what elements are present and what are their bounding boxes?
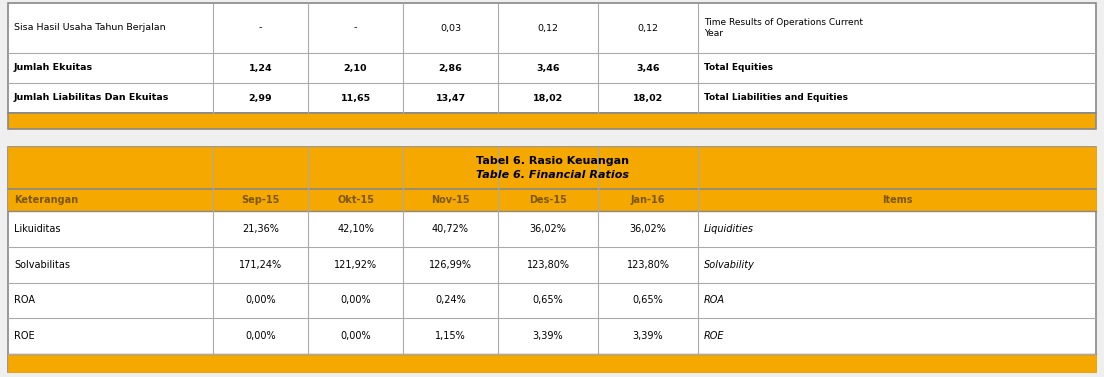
Text: 2,10: 2,10 (343, 63, 368, 72)
Text: 18,02: 18,02 (633, 93, 664, 103)
Text: 21,36%: 21,36% (242, 224, 279, 234)
Text: Table 6. Financial Ratios: Table 6. Financial Ratios (476, 170, 628, 180)
Text: ROE: ROE (704, 331, 724, 341)
Text: 1,15%: 1,15% (435, 331, 466, 341)
Text: 36,02%: 36,02% (530, 224, 566, 234)
Bar (8, 3, 1096, 113)
Text: 0,12: 0,12 (538, 23, 559, 32)
Text: 123,80%: 123,80% (527, 260, 570, 270)
Text: Jan-16: Jan-16 (630, 195, 666, 205)
Text: ROA: ROA (704, 295, 725, 305)
Text: 121,92%: 121,92% (333, 260, 378, 270)
Text: Jumlah Liabilitas Dan Ekuitas: Jumlah Liabilitas Dan Ekuitas (14, 93, 169, 103)
Text: 42,10%: 42,10% (337, 224, 374, 234)
Text: 1,24: 1,24 (248, 63, 273, 72)
Text: 0,03: 0,03 (439, 23, 461, 32)
Text: 0,65%: 0,65% (633, 295, 664, 305)
Text: 0,24%: 0,24% (435, 295, 466, 305)
Text: 36,02%: 36,02% (629, 224, 667, 234)
Text: Solvabilitas: Solvabilitas (14, 260, 70, 270)
Text: Nov-15: Nov-15 (432, 195, 470, 205)
Text: 18,02: 18,02 (533, 93, 563, 103)
Bar (8, 147, 1096, 189)
Text: 3,46: 3,46 (537, 63, 560, 72)
Text: Keterangan: Keterangan (14, 195, 78, 205)
Text: Solvability: Solvability (704, 260, 755, 270)
Bar (8, 354, 1096, 372)
Text: 11,65: 11,65 (340, 93, 371, 103)
Bar (8, 147, 1096, 372)
Text: 123,80%: 123,80% (626, 260, 669, 270)
Text: 3,39%: 3,39% (533, 331, 563, 341)
Text: 0,12: 0,12 (637, 23, 658, 32)
Text: 40,72%: 40,72% (432, 224, 469, 234)
Bar (8, 113, 1096, 129)
Text: 3,39%: 3,39% (633, 331, 664, 341)
Text: ROA: ROA (14, 295, 35, 305)
Text: Okt-15: Okt-15 (337, 195, 374, 205)
Text: Sep-15: Sep-15 (242, 195, 279, 205)
Text: 2,99: 2,99 (248, 93, 273, 103)
Text: -: - (258, 23, 262, 32)
Text: Des-15: Des-15 (529, 195, 567, 205)
Text: Likuiditas: Likuiditas (14, 224, 61, 234)
Text: Total Equities: Total Equities (704, 63, 773, 72)
Text: -: - (353, 23, 358, 32)
Bar (8, 189, 1096, 211)
Text: 0,00%: 0,00% (340, 331, 371, 341)
Text: Sisa Hasil Usaha Tahun Berjalan: Sisa Hasil Usaha Tahun Berjalan (14, 23, 166, 32)
Text: 13,47: 13,47 (435, 93, 466, 103)
Text: Tabel 6. Rasio Keuangan: Tabel 6. Rasio Keuangan (476, 156, 628, 166)
Text: Items: Items (882, 195, 912, 205)
Text: Time Results of Operations Current
Year: Time Results of Operations Current Year (704, 18, 863, 38)
Text: 171,24%: 171,24% (238, 260, 282, 270)
Text: 0,00%: 0,00% (340, 295, 371, 305)
Text: Total Liabilities and Equities: Total Liabilities and Equities (704, 93, 848, 103)
Text: 0,00%: 0,00% (245, 331, 276, 341)
Text: Jumlah Ekuitas: Jumlah Ekuitas (14, 63, 93, 72)
Text: 2,86: 2,86 (438, 63, 463, 72)
Text: 126,99%: 126,99% (429, 260, 473, 270)
Text: 0,65%: 0,65% (532, 295, 563, 305)
Text: 3,46: 3,46 (636, 63, 660, 72)
Text: Liquidities: Liquidities (704, 224, 754, 234)
Text: ROE: ROE (14, 331, 34, 341)
Text: 0,00%: 0,00% (245, 295, 276, 305)
